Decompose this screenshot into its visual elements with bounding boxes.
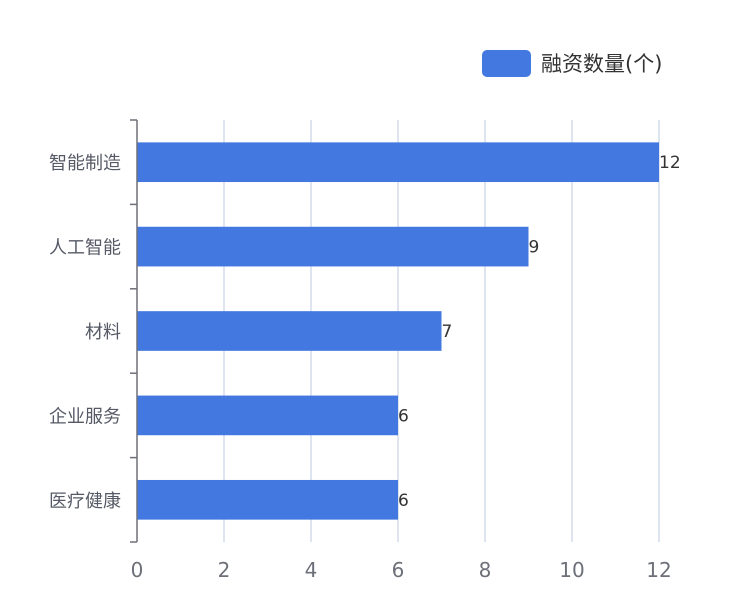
bar[interactable]	[137, 395, 398, 436]
legend-swatch[interactable]	[482, 50, 531, 77]
x-tick-label: 6	[392, 558, 405, 582]
category-label: 材料	[85, 322, 121, 343]
data-label: 6	[398, 491, 409, 511]
category-label: 医疗健康	[49, 491, 121, 512]
x-tick-label: 4	[305, 558, 318, 582]
data-label: 12	[659, 153, 681, 173]
legend[interactable]: 融资数量(个)	[482, 50, 662, 77]
legend-label[interactable]: 融资数量(个)	[541, 52, 662, 76]
category-label: 企业服务	[49, 406, 121, 427]
category-label: 人工智能	[49, 238, 121, 259]
category-label: 智能制造	[49, 153, 121, 174]
data-label: 9	[529, 238, 540, 258]
data-label: 7	[442, 322, 453, 342]
bar[interactable]	[137, 479, 398, 520]
x-tick-label: 10	[559, 558, 584, 582]
x-tick-label: 2	[218, 558, 231, 582]
x-tick-label: 8	[479, 558, 492, 582]
bar[interactable]	[137, 226, 529, 267]
bar[interactable]	[137, 311, 442, 351]
data-label: 6	[398, 406, 409, 426]
bars: 12 9 7 6 6	[137, 142, 681, 520]
x-tick-label: 0	[131, 558, 144, 582]
bar[interactable]	[137, 142, 659, 183]
x-tick-label: 12	[646, 558, 671, 582]
